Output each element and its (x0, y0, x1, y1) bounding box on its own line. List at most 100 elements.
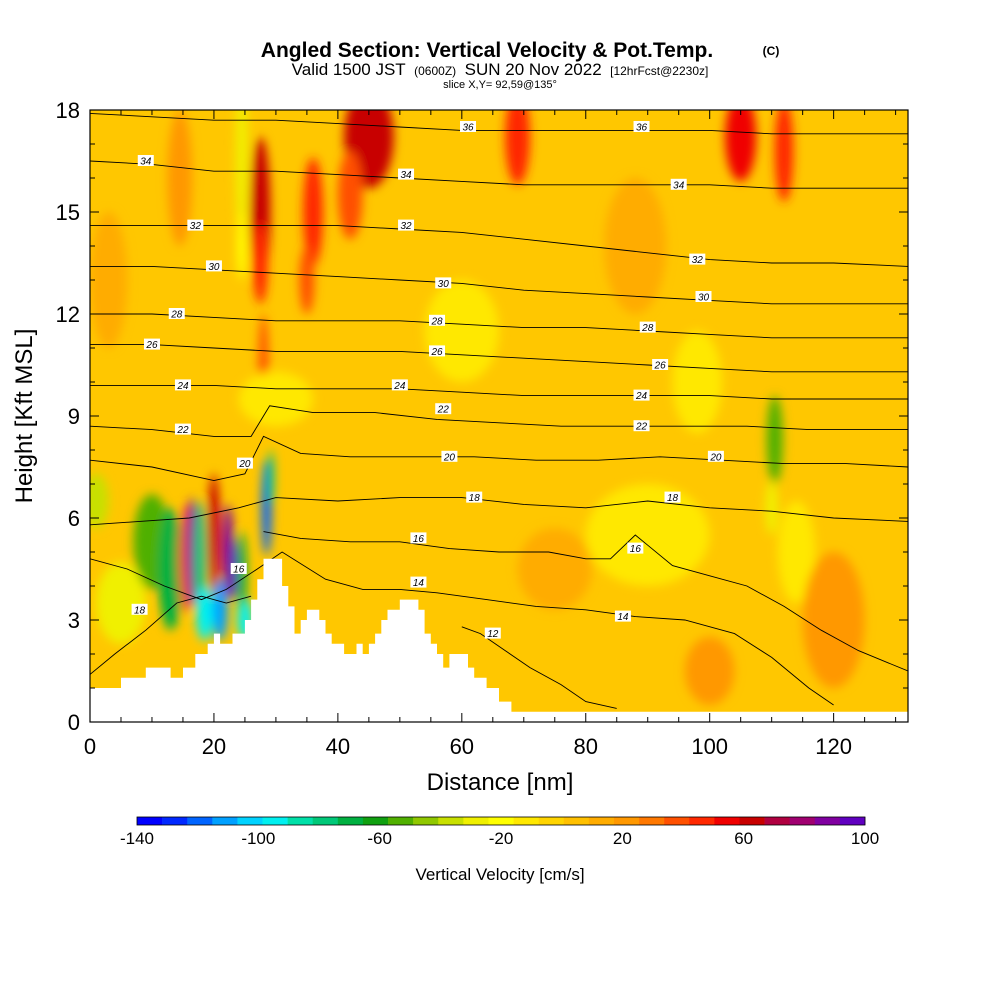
svg-text:20: 20 (709, 452, 722, 463)
theta-contour-32 (90, 225, 908, 267)
svg-text:22: 22 (635, 422, 648, 433)
contour-label: 22 (435, 403, 452, 416)
theta-contour-30 (90, 265, 908, 305)
svg-text:18: 18 (667, 493, 679, 504)
contour-label: 12 (484, 627, 501, 640)
colorbar-tick-label: 20 (613, 829, 632, 848)
contour-label: 22 (633, 420, 650, 433)
svg-text:36: 36 (462, 123, 474, 134)
y-tick-label: 0 (68, 710, 80, 735)
contour-label: 22 (174, 423, 191, 436)
contour-label: 14 (410, 576, 427, 589)
contour-label: 36 (460, 121, 477, 134)
velocity-cell (299, 246, 315, 314)
colorbar-swatch (588, 817, 615, 825)
contour-label: 32 (689, 253, 706, 266)
velocity-cell (766, 395, 783, 484)
velocity-cell (235, 110, 249, 246)
contour-label: 26 (429, 345, 446, 358)
contour-label: 34 (398, 168, 415, 181)
contour-label: 28 (639, 321, 656, 334)
velocity-cell (90, 212, 128, 348)
contour-label: 24 (391, 379, 408, 392)
colorbar-tick-label: -20 (489, 829, 514, 848)
contour-label: 32 (398, 219, 415, 232)
colorbar-swatch (814, 817, 841, 825)
y-tick-label: 15 (56, 200, 80, 225)
velocity-cell (90, 473, 109, 529)
plot-area: 18 16 14 12 14 16 16 18 18 20 20 20 22 22 22 24 24 24 26 26… (90, 110, 908, 722)
contour-label: 26 (652, 359, 669, 372)
contour-label: 16 (230, 563, 247, 576)
valid-prefix: Valid 1500 JST (292, 60, 406, 79)
svg-text:18: 18 (134, 605, 146, 616)
contour-label: 16 (627, 542, 644, 555)
colorbar-swatch (362, 817, 389, 825)
velocity-cell (96, 562, 146, 644)
contour-label: 30 (695, 291, 712, 304)
velocity-cell (774, 110, 794, 202)
svg-text:14: 14 (413, 578, 425, 589)
forecast-info: [12hrFcst@2230z] (610, 64, 708, 78)
svg-text:36: 36 (636, 123, 648, 134)
colorbar-swatch (538, 817, 565, 825)
svg-text:32: 32 (692, 255, 704, 266)
y-tick-label: 9 (68, 404, 80, 429)
colorbar-swatch (764, 817, 790, 825)
svg-text:18: 18 (469, 493, 481, 504)
contour-label: 20 (441, 450, 458, 463)
svg-text:30: 30 (208, 262, 220, 273)
svg-text:16: 16 (630, 544, 642, 555)
colorbar-swatch (438, 817, 464, 825)
colorbar-swatch (463, 817, 489, 825)
theta-contour-12 (90, 595, 252, 675)
colorbar-tick-label: -140 (120, 829, 154, 848)
x-tick-label: 60 (450, 734, 474, 759)
velocity-cell (207, 473, 221, 597)
theta-contour-24 (90, 384, 908, 400)
contour-label: 32 (187, 219, 204, 232)
velocity-cell (337, 150, 363, 240)
svg-text:26: 26 (654, 361, 667, 372)
theta-contour-26 (90, 344, 908, 373)
theta-contour-labels: 18 16 14 12 14 16 16 18 18 20 20 20 22 22 22 24 24 24 26 26… (131, 121, 724, 640)
colorbar-swatch (513, 817, 539, 825)
colorbar-swatch (639, 817, 665, 825)
y-tick-label: 6 (68, 506, 80, 531)
velocity-cell (158, 507, 183, 631)
colorbar-swatch (187, 817, 213, 825)
chart-title: Angled Section: Vertical Velocity & Pot.… (261, 39, 713, 62)
velocity-cell (604, 178, 667, 314)
contour-label: 18 (664, 491, 681, 504)
svg-text:16: 16 (233, 565, 245, 576)
x-tick-label: 40 (326, 734, 350, 759)
colorbar-swatch (312, 817, 339, 825)
colorbar-swatch (413, 817, 439, 825)
velocity-field (90, 110, 865, 705)
velocity-cell (424, 280, 499, 382)
colorbar-swatch (789, 817, 816, 825)
colorbar-swatch (212, 817, 238, 825)
colorbar-swatch (488, 817, 514, 825)
colorbar-swatch (237, 817, 263, 825)
colorbar-swatch (563, 817, 590, 825)
terrain-profile (90, 558, 908, 722)
velocity-cell (303, 157, 324, 267)
colorbar-swatch (388, 817, 414, 825)
x-axis: 0 20 40 60 80 100 120 (84, 110, 897, 759)
svg-text:32: 32 (190, 221, 202, 232)
y-axis-title: Height [Kft MSL] (11, 329, 38, 504)
contour-label: 16 (410, 532, 427, 545)
svg-text:32: 32 (400, 221, 412, 232)
velocity-cell (802, 552, 865, 688)
y-tick-label: 3 (68, 608, 80, 633)
velocity-cell (212, 579, 228, 641)
colorbar-swatch (664, 817, 690, 825)
svg-text:24: 24 (176, 381, 189, 392)
svg-text:24: 24 (393, 381, 406, 392)
velocity-cell (684, 637, 735, 705)
y-tick-label: 12 (56, 302, 80, 327)
slice-info: slice X,Y= 92,59@135° (443, 79, 557, 91)
